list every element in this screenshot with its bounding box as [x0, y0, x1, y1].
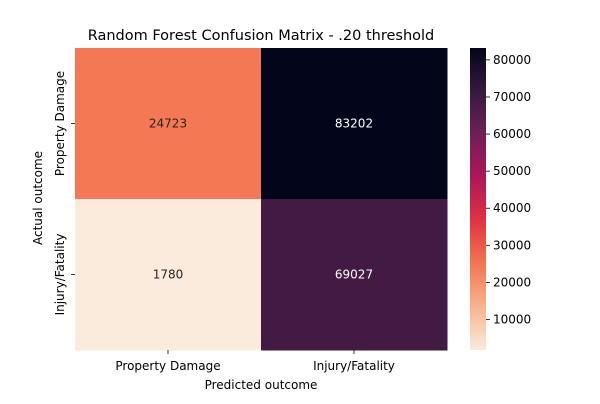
heatmap-cell — [261, 199, 448, 351]
colorbar-tick-label: 70000 — [493, 90, 531, 104]
cell-annotations: 24723 83202 1780 69027 — [149, 117, 373, 282]
colorbar-tick-label: 60000 — [493, 127, 531, 141]
colorbar-tick-label: 30000 — [493, 238, 531, 252]
colorbar-tick-label: 20000 — [493, 275, 531, 289]
colorbar-scale — [470, 48, 486, 350]
y-axis: Property Damage Injury/Fatality — [53, 71, 75, 316]
heatmap-cells — [75, 48, 448, 351]
y-axis-label: Actual outcome — [31, 151, 45, 245]
cell-value-label: 83202 — [335, 117, 373, 131]
heatmap-cell — [75, 48, 262, 200]
colorbar-tick-label: 50000 — [493, 164, 531, 178]
x-tick-label: Property Damage — [115, 359, 220, 373]
heatmap-cell — [75, 199, 262, 351]
cell-value-label: 24723 — [149, 117, 187, 131]
cell-value-label: 69027 — [335, 268, 373, 282]
cell-value-label: 1780 — [153, 268, 184, 282]
colorbar-tick-label: 40000 — [493, 201, 531, 215]
x-axis-label: Predicted outcome — [205, 378, 318, 392]
y-tick-label: Injury/Fatality — [53, 234, 67, 316]
y-tick-label: Property Damage — [53, 71, 67, 176]
x-tick-label: Injury/Fatality — [313, 359, 395, 373]
colorbar-tick-label: 10000 — [493, 313, 531, 327]
x-axis: Property Damage Injury/Fatality — [115, 350, 395, 373]
colorbar-tick-label: 80000 — [493, 53, 531, 67]
heatmap-cell — [261, 48, 448, 200]
colorbar: 10000 20000 30000 40000 50000 60000 70000 80000 — [470, 48, 531, 350]
chart-title: Random Forest Confusion Matrix - .20 thr… — [88, 28, 435, 44]
